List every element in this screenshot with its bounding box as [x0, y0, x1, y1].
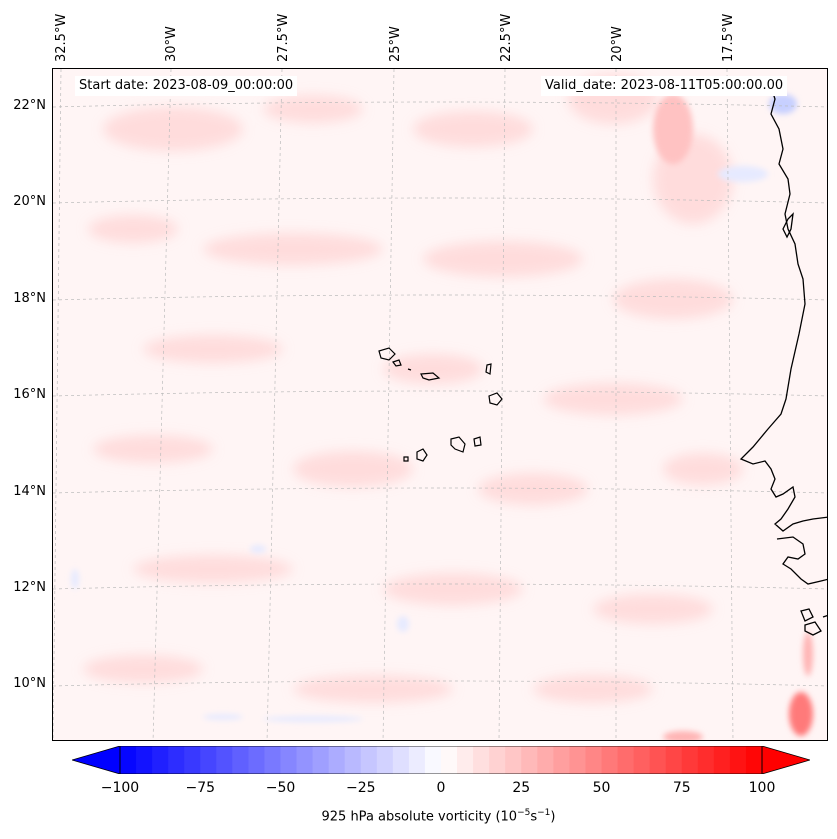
colorbar-tick-label: 25 — [512, 780, 531, 796]
cape-verde-islands — [378, 347, 503, 462]
colorbar-cell — [200, 746, 217, 774]
colorbar-cell — [681, 746, 699, 774]
colorbar-extend-low — [72, 746, 121, 774]
lon-label-32-5w: 32.5°W — [54, 13, 69, 62]
colorbar-cell — [344, 746, 362, 774]
colorbar-cell — [360, 746, 378, 774]
lat-label-14n: 14°N — [13, 484, 46, 499]
negative-vorticity-patches — [71, 94, 797, 722]
colorbar-cell — [264, 746, 281, 774]
gridlines — [53, 69, 827, 740]
colorbar-tick-label: 100 — [748, 780, 776, 796]
colorbar-cell — [296, 746, 314, 774]
lon-label-30w: 30°W — [164, 26, 179, 62]
lat-label-18n: 18°N — [13, 291, 46, 306]
colorbar-cell — [441, 746, 458, 774]
colorbar-cell — [617, 746, 635, 774]
colorbar-cell — [585, 746, 602, 774]
colorbar-cell — [649, 746, 667, 774]
colorbar-cell — [392, 746, 410, 774]
colorbar-cell — [408, 746, 426, 774]
colorbar-cell — [665, 746, 683, 774]
lat-label-10n: 10°N — [13, 676, 46, 691]
colorbar-cell — [697, 746, 715, 774]
lat-label-16n: 16°N — [13, 387, 46, 402]
colorbar-tick-label: −75 — [185, 780, 216, 796]
african-coastline — [739, 86, 827, 636]
colorbar-cell — [136, 746, 153, 774]
colorbar-cells — [120, 746, 763, 774]
colorbar-cell — [745, 746, 763, 774]
colorbar-cell — [328, 746, 346, 774]
lon-label-25w: 25°W — [388, 26, 403, 62]
colorbar-cell — [232, 746, 249, 774]
lat-label-22n: 22°N — [13, 98, 46, 113]
colorbar-cell — [537, 746, 554, 774]
lat-label-20n: 20°N — [13, 194, 46, 209]
colorbar-cell — [633, 746, 651, 774]
colorbar-cell — [424, 746, 442, 774]
lon-label-20w: 20°W — [610, 26, 625, 62]
colorbar-outline — [119, 746, 763, 774]
colorbar-cell — [457, 746, 474, 774]
colorbar-label: 925 hPa absolute vorticity (10−5s−1) — [321, 808, 556, 825]
colorbar-tick-label: 0 — [436, 780, 446, 796]
colorbar-cell — [312, 746, 330, 774]
start-date-label: Start date: 2023-08-09_00:00:00 — [75, 76, 298, 96]
colorbar-cell — [553, 746, 570, 774]
colorbar-cell — [729, 746, 747, 774]
colorbar-cell — [120, 746, 137, 774]
lat-label-12n: 12°N — [13, 580, 46, 595]
colorbar-cell — [713, 746, 731, 774]
colorbar-tick-label: −100 — [100, 780, 140, 796]
lon-label-27-5w: 27.5°W — [276, 13, 291, 62]
colorbar-extend-high — [761, 746, 810, 774]
colorbar-tick-label: −25 — [345, 780, 376, 796]
colorbar-tick-label: −50 — [265, 780, 296, 796]
colorbar-cell — [489, 746, 506, 774]
vorticity-field-map — [53, 69, 827, 740]
colorbar-tick-label: 50 — [592, 780, 611, 796]
colorbar-cell — [184, 746, 201, 774]
colorbar-tick-label: 75 — [672, 780, 691, 796]
map-panel[interactable] — [52, 68, 828, 741]
lon-label-17-5w: 17.5°W — [721, 13, 736, 62]
colorbar-cell — [521, 746, 538, 774]
colorbar-cell — [376, 746, 394, 774]
colorbar-cell — [216, 746, 233, 774]
valid-date-label: Valid_date: 2023-08-11T05:00:00.00 — [541, 76, 788, 96]
colorbar-cell — [168, 746, 185, 774]
lon-label-22-5w: 22.5°W — [499, 13, 514, 62]
colorbar-cell — [569, 746, 586, 774]
colorbar-cell — [601, 746, 619, 774]
colorbar-cell — [152, 746, 169, 774]
colorbar-cell — [505, 746, 522, 774]
colorbar-cell — [280, 746, 298, 774]
strong-positive-patches — [653, 94, 813, 740]
colorbar — [72, 746, 810, 774]
colorbar-cell — [473, 746, 490, 774]
colorbar-cell — [248, 746, 265, 774]
